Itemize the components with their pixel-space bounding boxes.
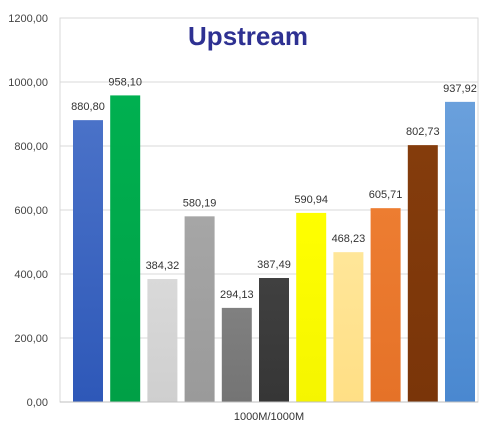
- chart-title: Upstream: [188, 21, 308, 51]
- y-tick-label: 1000,00: [8, 77, 48, 89]
- bar: [296, 212, 327, 402]
- bar: [370, 208, 401, 402]
- bar: [259, 278, 289, 402]
- y-tick-label: 0,00: [27, 397, 48, 409]
- bar: [407, 145, 438, 402]
- bar-data-label: 580,19: [183, 197, 217, 209]
- y-axis-tick-labels: 0,00 200,00 400,00 600,00 800,00 1000,00 1200,…: [8, 13, 48, 409]
- bar-data-label: 590,94: [294, 194, 328, 206]
- bar-data-label: 384,32: [146, 260, 180, 272]
- bar-data-label: 387,49: [257, 259, 291, 271]
- bar-data-label: 880,80: [71, 101, 105, 113]
- y-tick-label: 800,00: [14, 141, 48, 153]
- bars: [73, 95, 475, 403]
- bar-data-label: 605,71: [369, 189, 403, 201]
- x-category-label: 1000M/1000M: [234, 411, 304, 423]
- bar: [147, 279, 178, 402]
- y-tick-label: 400,00: [14, 269, 48, 281]
- bar: [73, 120, 103, 403]
- bar-data-label: 294,13: [220, 289, 254, 301]
- y-tick-label: 1200,00: [8, 13, 48, 25]
- bar: [333, 252, 364, 402]
- y-tick-label: 600,00: [14, 205, 48, 217]
- bar: [184, 216, 215, 402]
- bar-data-label: 937,92: [443, 83, 477, 95]
- bar: [110, 95, 141, 403]
- data-labels: 880,80 958,10 384,32 580,19 294,13 387,49 590,…: [71, 76, 477, 300]
- bar: [221, 307, 252, 402]
- bar-data-label: 468,23: [332, 233, 366, 245]
- bar: [445, 101, 475, 402]
- bar-data-label: 958,10: [108, 76, 142, 88]
- bar-data-label: 802,73: [406, 126, 440, 138]
- y-tick-label: 200,00: [14, 333, 48, 345]
